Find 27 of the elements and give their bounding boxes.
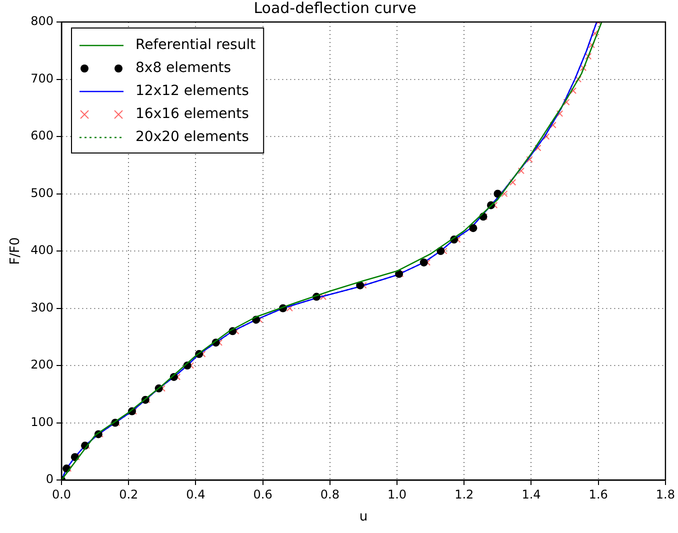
x-tick-label: 1.8 [656,487,676,502]
y-tick-label: 600 [30,128,54,143]
legend-label: 8x8 elements [136,60,232,76]
x-tick-label: 1.4 [522,487,541,502]
y-tick-label: 700 [30,71,54,86]
x-tick-label: 1.6 [588,487,608,502]
x-tick-label: 0.2 [119,487,138,502]
y-tick-label: 400 [30,243,54,258]
y-tick-label: 800 [30,14,54,28]
chart-title: Load-deflection curve [254,0,416,17]
y-tick-label: 500 [30,186,54,200]
y-tick-label: 0 [46,472,54,486]
legend-label: 20x20 elements [136,129,249,146]
x-tick-label: 0.4 [186,487,206,502]
x-axis-title: u [359,510,368,525]
x-tick-label: 0.8 [320,487,340,502]
y-tick-label: 200 [30,358,54,372]
y-tick-label: 100 [30,414,54,429]
y-axis-title: F/F0 [8,237,24,265]
x-tick-label: 0.0 [52,487,72,502]
y-tick-label: 300 [30,300,54,314]
x-tick-label: 0.6 [253,487,272,502]
legend-label: Referential result [136,37,256,54]
x-tick-label: 1.0 [387,487,407,502]
legend-label: 16x16 elements [136,106,249,122]
legend-label: 12x12 elements [136,83,249,100]
x-tick-label: 1.2 [454,487,474,502]
